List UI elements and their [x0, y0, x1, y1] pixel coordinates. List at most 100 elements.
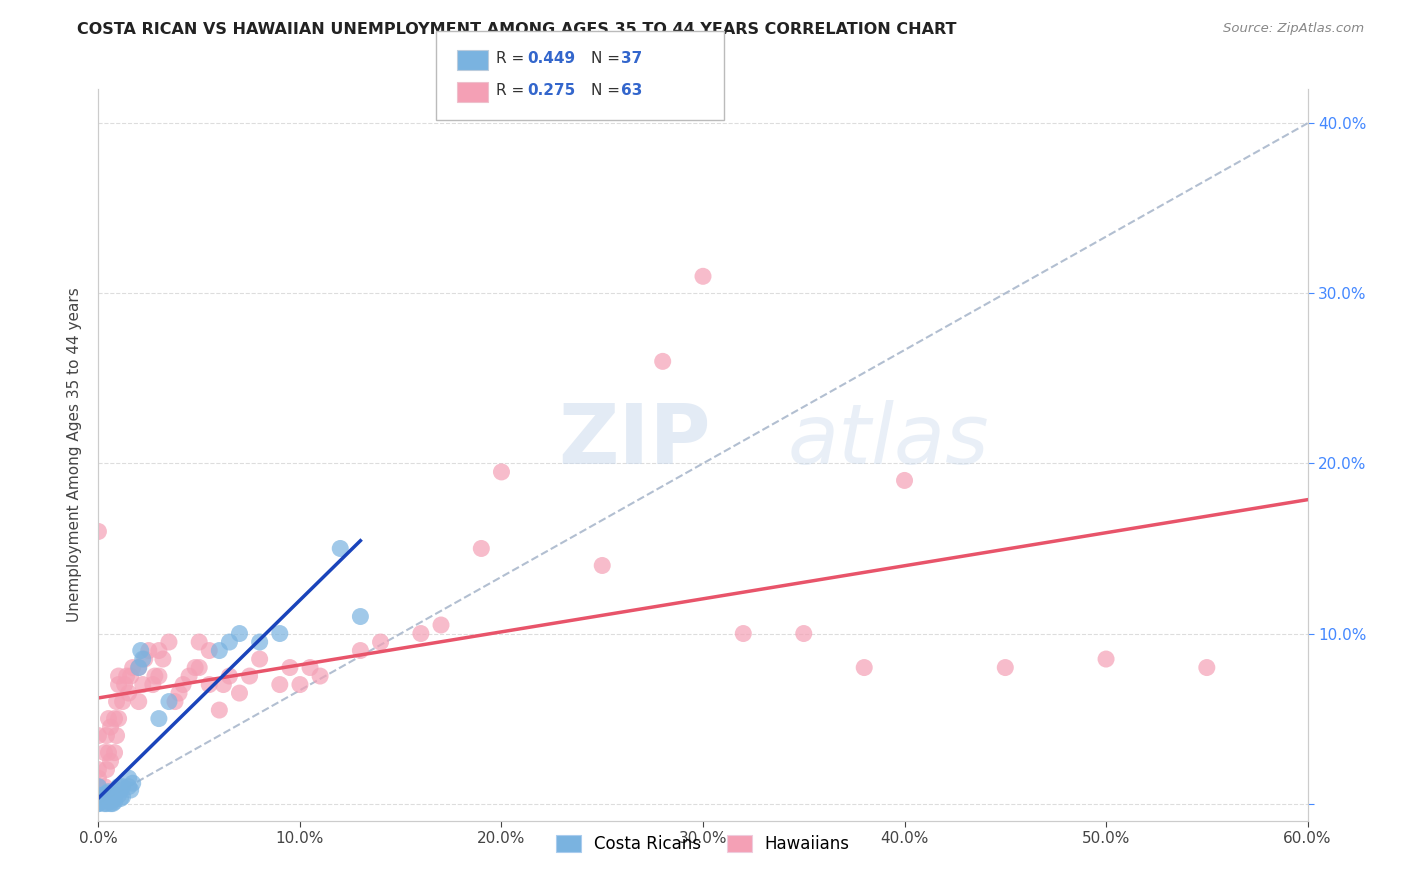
Point — [118, 771, 141, 785]
Point — [134, 652, 156, 666]
Point — [111, 695, 134, 709]
Point — [121, 776, 143, 790]
Point — [121, 660, 143, 674]
Point — [96, 791, 118, 805]
Point — [111, 789, 134, 804]
Point — [212, 677, 235, 691]
Point — [103, 789, 125, 804]
Point — [138, 643, 160, 657]
Point — [994, 660, 1017, 674]
Text: 0.275: 0.275 — [527, 83, 575, 98]
Point — [96, 729, 118, 743]
Point — [87, 788, 110, 802]
Point — [101, 797, 124, 811]
Point — [115, 669, 138, 683]
Point — [188, 660, 211, 674]
Point — [309, 669, 332, 683]
Text: R =: R = — [496, 51, 530, 66]
Point — [1095, 652, 1118, 666]
Text: 63: 63 — [621, 83, 643, 98]
Point — [143, 669, 166, 683]
Point — [110, 791, 132, 805]
Point — [157, 635, 180, 649]
Point — [87, 797, 110, 811]
Point — [239, 669, 262, 683]
Point — [93, 780, 115, 794]
Text: R =: R = — [496, 83, 530, 98]
Point — [692, 269, 714, 284]
Point — [208, 643, 231, 657]
Text: COSTA RICAN VS HAWAIIAN UNEMPLOYMENT AMONG AGES 35 TO 44 YEARS CORRELATION CHART: COSTA RICAN VS HAWAIIAN UNEMPLOYMENT AMO… — [77, 22, 957, 37]
Point — [105, 695, 128, 709]
Point — [349, 643, 371, 657]
Point — [179, 669, 201, 683]
Point — [128, 695, 150, 709]
Point — [167, 686, 190, 700]
Point — [853, 660, 876, 674]
Point — [101, 793, 124, 807]
Point — [132, 652, 155, 666]
Point — [107, 788, 129, 802]
Point — [370, 635, 392, 649]
Point — [111, 780, 134, 794]
Point — [101, 788, 124, 802]
Point — [87, 524, 110, 539]
Point — [218, 635, 240, 649]
Point — [148, 669, 170, 683]
Point — [329, 541, 352, 556]
Point — [120, 783, 142, 797]
Point — [198, 677, 221, 691]
Point — [198, 643, 221, 657]
Point — [1195, 660, 1218, 674]
Point — [269, 677, 291, 691]
Point — [107, 677, 129, 691]
Point — [733, 626, 755, 640]
Point — [107, 712, 129, 726]
Point — [249, 652, 271, 666]
Point — [157, 695, 180, 709]
Point — [132, 677, 155, 691]
Point — [114, 677, 136, 691]
Point — [218, 669, 240, 683]
Point — [107, 669, 129, 683]
Point — [87, 797, 110, 811]
Point — [87, 771, 110, 785]
Text: ZIP: ZIP — [558, 400, 710, 481]
Point — [163, 695, 186, 709]
Point — [120, 669, 142, 683]
Point — [349, 609, 371, 624]
Point — [288, 677, 311, 691]
Text: 37: 37 — [621, 51, 643, 66]
Point — [97, 785, 120, 799]
Point — [228, 626, 250, 640]
Point — [105, 729, 128, 743]
Point — [299, 660, 322, 674]
Point — [893, 474, 915, 488]
Point — [93, 793, 115, 807]
Point — [100, 754, 122, 768]
Point — [128, 660, 150, 674]
Point — [118, 686, 141, 700]
Point — [103, 795, 125, 809]
Point — [409, 626, 432, 640]
Point — [110, 783, 132, 797]
Point — [100, 791, 122, 805]
Point — [107, 780, 129, 794]
Point — [96, 763, 118, 777]
Point — [87, 763, 110, 777]
Point — [172, 677, 194, 691]
Point — [269, 626, 291, 640]
Point — [184, 660, 207, 674]
Point — [129, 643, 152, 657]
Text: atlas: atlas — [787, 400, 990, 481]
Point — [93, 797, 115, 811]
Text: N =: N = — [591, 83, 624, 98]
Text: 0.449: 0.449 — [527, 51, 575, 66]
Y-axis label: Unemployment Among Ages 35 to 44 years: Unemployment Among Ages 35 to 44 years — [67, 287, 83, 623]
Point — [152, 652, 174, 666]
Point — [278, 660, 301, 674]
Point — [97, 712, 120, 726]
Point — [87, 780, 110, 794]
Point — [87, 795, 110, 809]
Point — [148, 643, 170, 657]
